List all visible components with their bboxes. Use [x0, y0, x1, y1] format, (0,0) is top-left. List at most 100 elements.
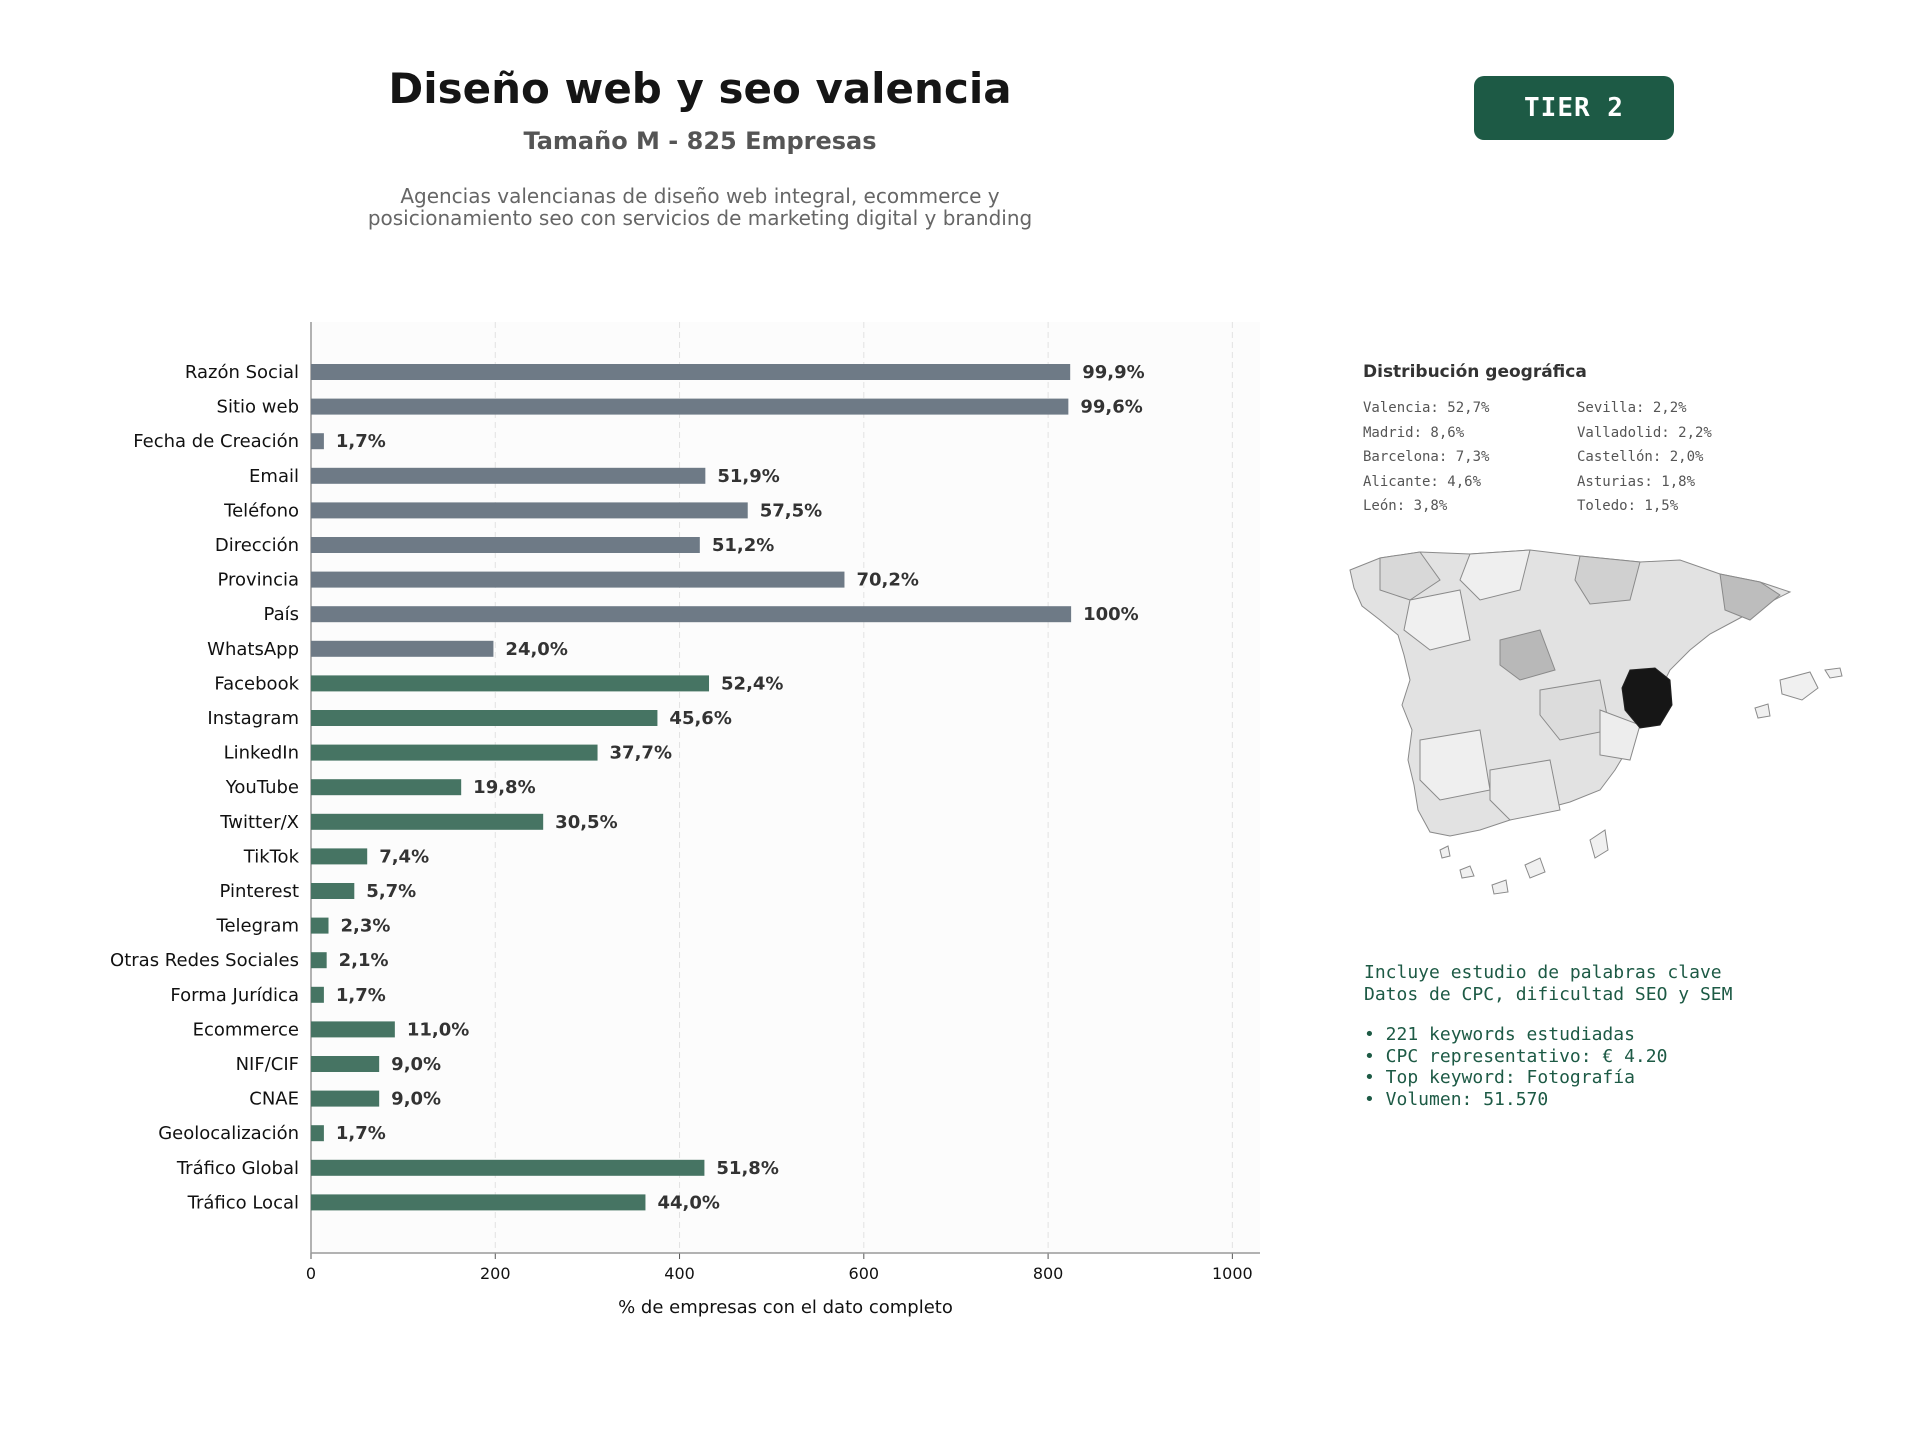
category-label: Email	[249, 466, 299, 487]
geo-item: León: 3,8%	[1363, 498, 1448, 514]
bar	[311, 398, 1069, 415]
data-label: 51,2%	[712, 535, 774, 556]
category-label: Twitter/X	[219, 812, 299, 833]
bar	[311, 675, 710, 692]
keywords-line: Datos de CPC, dificultad SEO y SEM	[1364, 983, 1733, 1005]
category-label: Facebook	[214, 673, 299, 694]
data-label: 100%	[1083, 604, 1139, 625]
category-label: WhatsApp	[207, 639, 299, 660]
data-label: 24,0%	[505, 639, 567, 660]
category-label: YouTube	[225, 777, 299, 798]
bar	[311, 364, 1071, 380]
page-subtitle: Tamaño M - 825 Empresas	[523, 127, 877, 155]
geo-title: Distribución geográfica	[1363, 362, 1587, 382]
bar	[311, 917, 329, 934]
category-label: Provincia	[217, 570, 299, 591]
bar	[311, 606, 1072, 623]
keywords-panel: Incluye estudio de palabras clave Datos …	[1364, 962, 1732, 1110]
map-canary	[1439, 845, 1451, 859]
data-label: 37,7%	[610, 743, 672, 764]
keywords-line: Incluye estudio de palabras clave	[1364, 962, 1722, 983]
category-label: Fecha de Creación	[133, 431, 299, 452]
data-label: 9,0%	[391, 1054, 441, 1075]
data-label: 1,7%	[336, 1123, 386, 1144]
page-title: Diseño web y seo valencia	[388, 64, 1012, 113]
map-province	[1489, 759, 1561, 821]
bar	[311, 571, 845, 588]
data-label: 52,4%	[721, 673, 783, 694]
geo-item: Asturias: 1,8%	[1577, 473, 1696, 490]
map-highlight-valencia	[1621, 667, 1673, 729]
bar	[311, 710, 658, 726]
bar	[311, 1090, 380, 1107]
map-province	[1403, 589, 1471, 651]
category-label: TikTok	[243, 846, 300, 867]
bar	[311, 1159, 705, 1176]
bar	[311, 640, 494, 657]
map-province	[1499, 629, 1556, 681]
category-label: Ecommerce	[193, 1019, 299, 1040]
description-line: posicionamiento seo con servicios de mar…	[367, 206, 1033, 231]
description-line: Agencias valencianas de diseño web integ…	[400, 184, 1000, 208]
bar	[311, 986, 324, 1003]
category-label: Teléfono	[223, 500, 299, 521]
category-label: Tráfico Local	[187, 1192, 299, 1213]
geo-item: Madrid: 8,6%	[1363, 424, 1465, 441]
map-province	[1599, 709, 1641, 761]
map-canary	[1491, 879, 1509, 895]
x-tick-label: 0	[306, 1264, 316, 1283]
x-tick-label: 400	[664, 1264, 695, 1283]
x-tick-label: 800	[1033, 1264, 1064, 1283]
map-province	[1574, 555, 1641, 605]
bar	[311, 779, 462, 796]
data-label: 1,7%	[336, 431, 386, 452]
map-balearic	[1824, 667, 1843, 679]
category-label: Telegram	[216, 916, 299, 937]
map-balearic	[1779, 671, 1819, 701]
bar	[311, 744, 598, 761]
category-label: Instagram	[207, 708, 299, 729]
geo-item: Sevilla: 2,2%	[1577, 400, 1687, 416]
data-label: 7,4%	[379, 846, 429, 867]
data-label: 99,6%	[1080, 397, 1142, 418]
map-province	[1459, 549, 1531, 601]
tier-badge: TIER 2	[1474, 76, 1674, 140]
keywords-bullet: • Top keyword: Fotografía	[1364, 1067, 1635, 1088]
bar	[311, 1021, 395, 1038]
geo-item: Valladolid: 2,2%	[1577, 424, 1712, 441]
x-tick-label: 200	[480, 1264, 511, 1283]
keywords-bullet: • CPC representativo: € 4.20	[1364, 1045, 1668, 1067]
geo-item: Castellón: 2,0%	[1577, 449, 1704, 465]
data-label: 45,6%	[669, 708, 731, 729]
data-label: 1,7%	[336, 985, 386, 1006]
geo-item: Toledo: 1,5%	[1577, 498, 1679, 514]
bar	[311, 502, 748, 519]
bar	[311, 883, 355, 899]
page-description: Agencias valencianas de diseño web integ…	[300, 185, 1100, 230]
bar	[311, 848, 368, 865]
category-label: CNAE	[249, 1089, 299, 1110]
data-label: 57,5%	[760, 500, 822, 521]
x-tick-label: 600	[849, 1264, 880, 1283]
category-label: NIF/CIF	[236, 1054, 299, 1075]
map-province	[1719, 573, 1781, 621]
keywords-bullet: • Volumen: 51.570	[1364, 1088, 1549, 1110]
geo-item: Alicante: 4,6%	[1363, 473, 1482, 490]
category-label: LinkedIn	[224, 743, 299, 764]
map-canary	[1524, 857, 1546, 879]
category-label: Tráfico Global	[176, 1158, 299, 1179]
x-tick-label: 1000	[1212, 1264, 1253, 1283]
data-label: 5,7%	[366, 881, 416, 902]
map-canary	[1459, 865, 1475, 879]
data-label: 44,0%	[657, 1192, 719, 1213]
category-label: País	[264, 604, 299, 625]
data-label: 51,9%	[717, 466, 779, 487]
bar	[311, 467, 706, 484]
data-label: 99,9%	[1082, 362, 1144, 383]
bar	[311, 1056, 380, 1072]
category-label: Sitio web	[217, 397, 299, 418]
map-province	[1419, 729, 1491, 801]
geo-item: Valencia: 52,7%	[1363, 400, 1490, 416]
data-label: 9,0%	[391, 1089, 441, 1110]
